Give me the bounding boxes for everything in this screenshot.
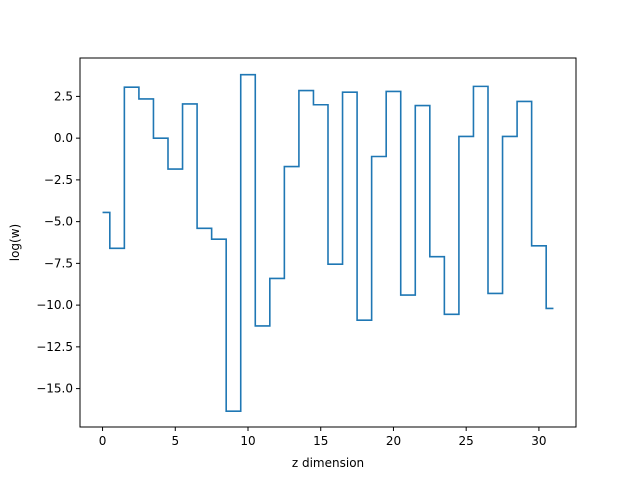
y-tick-label: −12.5: [36, 340, 73, 354]
x-tick-label: 30: [531, 434, 546, 448]
y-tick-label: −5.0: [44, 215, 73, 229]
x-axis-label: z dimension: [292, 456, 364, 470]
y-tick-label: 0.0: [54, 131, 73, 145]
x-tick-label: 25: [459, 434, 474, 448]
x-tick-label: 20: [386, 434, 401, 448]
x-tick-label: 0: [99, 434, 107, 448]
y-tick-label: −15.0: [36, 382, 73, 396]
x-tick-label: 15: [313, 434, 328, 448]
y-tick-label: −10.0: [36, 298, 73, 312]
x-tick-label: 5: [171, 434, 179, 448]
y-tick-label: −2.5: [44, 173, 73, 187]
y-axis-label: log(w): [8, 224, 22, 261]
y-tick-label: 2.5: [54, 89, 73, 103]
x-tick-label: 10: [240, 434, 255, 448]
y-tick-label: −7.5: [44, 256, 73, 270]
